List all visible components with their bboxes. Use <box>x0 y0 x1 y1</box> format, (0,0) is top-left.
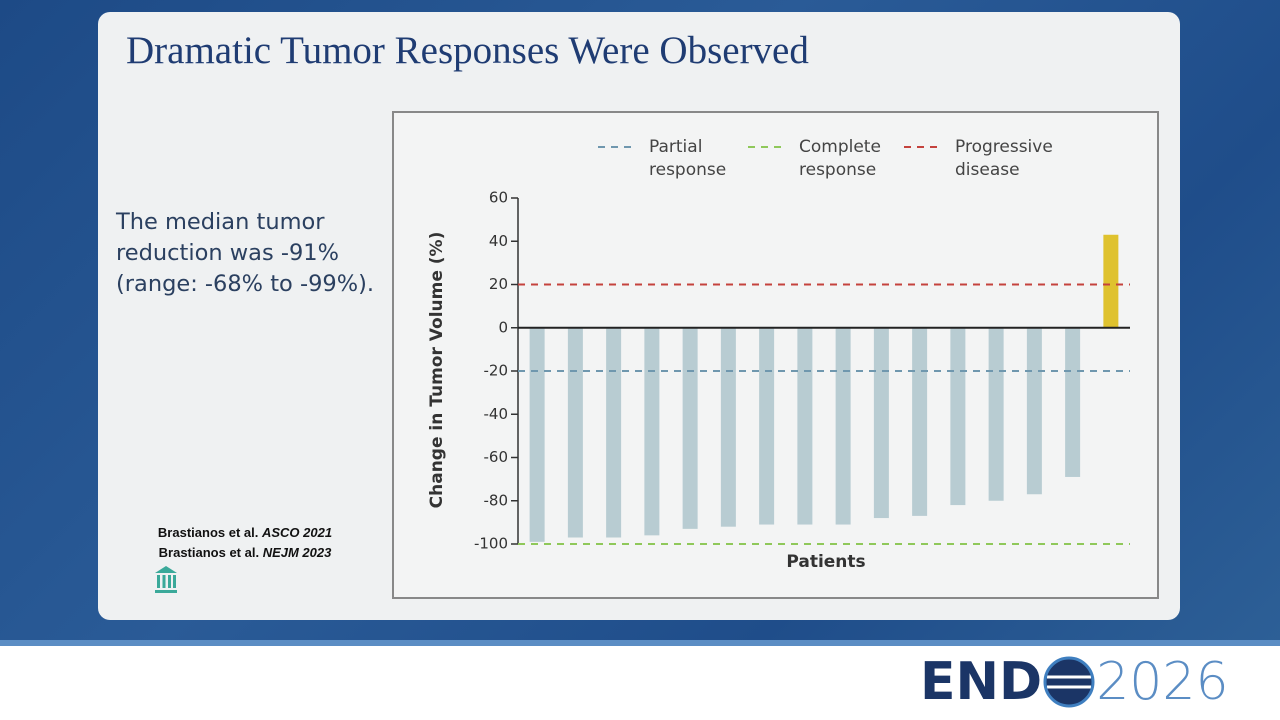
bar <box>835 327 851 525</box>
slide-title: Dramatic Tumor Responses Were Observed <box>126 29 809 72</box>
chart-frame <box>392 111 1159 599</box>
logo-brand: END <box>920 652 1043 712</box>
logo-year: 2026 <box>1096 652 1229 712</box>
y-tick-label: 20 <box>489 275 508 293</box>
y-tick-label: 0 <box>498 318 508 336</box>
bar <box>606 327 622 538</box>
citation: Brastianos et al. ASCO 2021 <box>110 525 380 540</box>
bar <box>950 327 966 506</box>
bar <box>988 327 1004 501</box>
logo: END 2026 <box>920 652 1229 712</box>
bar <box>529 327 545 542</box>
y-tick-label: -100 <box>474 535 508 553</box>
bar <box>759 327 775 525</box>
bar <box>644 327 660 536</box>
y-tick-label: -20 <box>484 362 509 380</box>
legend-label: Partial response <box>649 137 727 180</box>
y-tick-label: 60 <box>489 189 508 207</box>
citation-source: ASCO 2021 <box>261 525 333 540</box>
bar <box>720 327 736 527</box>
bar <box>1026 327 1042 495</box>
citation-source: NEJM 2023 <box>262 545 332 560</box>
bar <box>682 327 698 529</box>
body-text: The median tumor reduction was -91% (ran… <box>116 209 375 297</box>
bar <box>1103 234 1119 328</box>
bar <box>567 327 583 538</box>
y-tick-label: -60 <box>484 448 509 466</box>
y-tick-label: -80 <box>484 491 509 509</box>
y-tick-label: 40 <box>489 232 508 250</box>
y-tick-label: -40 <box>484 405 509 423</box>
bar <box>1065 327 1081 477</box>
bar <box>797 327 813 525</box>
bar <box>873 327 889 519</box>
y-axis-label: Change in Tumor Volume (%) <box>427 232 447 509</box>
x-axis-label: Patients <box>786 552 865 572</box>
citation: Brastianos et al. NEJM 2023 <box>110 545 380 560</box>
bar <box>912 327 928 516</box>
citation-authors: Brastianos et al. <box>158 545 260 560</box>
citation-authors: Brastianos et al. <box>157 525 259 540</box>
institution-icon <box>155 566 177 593</box>
legend-label: Complete response <box>799 137 881 180</box>
legend-label: Progressive disease <box>955 137 1053 180</box>
logo-globe <box>1043 656 1095 708</box>
